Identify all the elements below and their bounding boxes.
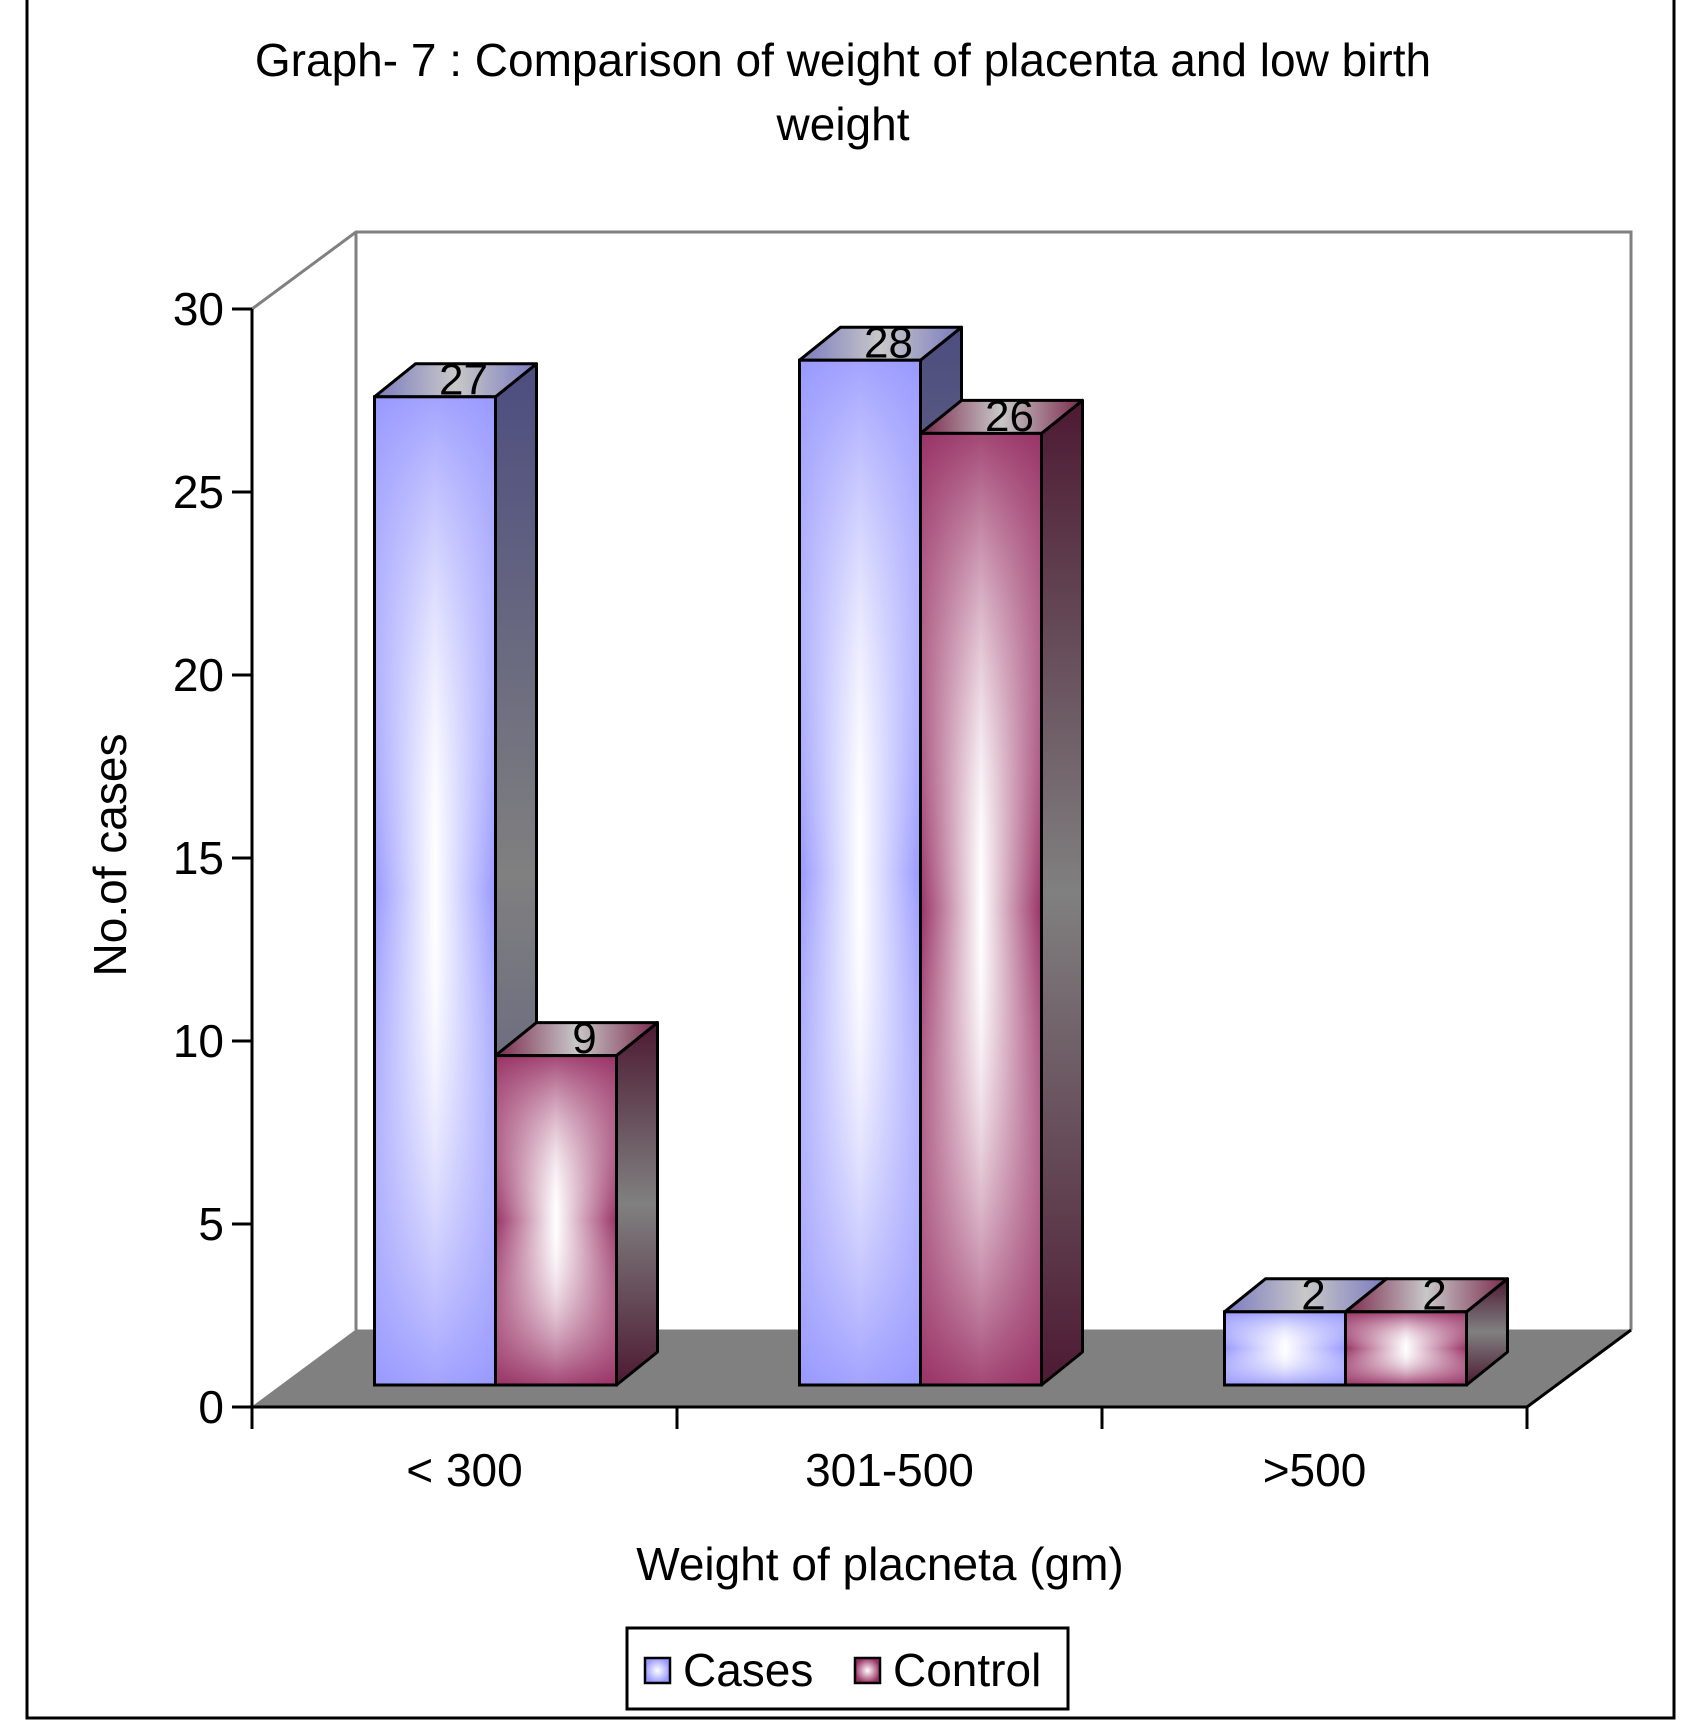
legend-swatch-control	[853, 1656, 882, 1685]
y-tick-label: 25	[173, 466, 224, 518]
bar-control: 26	[919, 392, 1084, 1387]
bar-side-face	[615, 1021, 659, 1387]
bar-control: 9	[494, 1014, 659, 1387]
data-label-control: 2	[1422, 1270, 1446, 1319]
outer-border	[25, 0, 1676, 1720]
bar-front-shade	[798, 358, 922, 1387]
legend-swatch-cases	[643, 1656, 672, 1685]
legend-box	[625, 1626, 1070, 1711]
chart-title-line-2: weight	[776, 98, 910, 150]
data-label-cases: 27	[439, 355, 488, 404]
legend: Cases Control	[625, 1626, 1070, 1711]
bar-side-face	[1040, 398, 1084, 1387]
x-tick-label: < 300	[406, 1444, 522, 1496]
y-tick-label: 10	[173, 1015, 224, 1067]
y-tick-label: 0	[198, 1381, 224, 1433]
bar-front-shade	[373, 395, 497, 1387]
floor-right-edge	[1526, 1328, 1632, 1409]
y-tick-label: 5	[198, 1198, 224, 1250]
chart-title-line-1: Graph- 7 : Comparison of weight of place…	[255, 34, 1431, 86]
back-wall-outline	[251, 230, 1633, 1330]
x-tick-label: 301-500	[805, 1444, 974, 1496]
x-tick-label: >500	[1263, 1444, 1367, 1496]
bar-front-shade	[494, 1054, 618, 1387]
x-axis-title: Weight of placneta (gm)	[636, 1538, 1124, 1590]
bar-cases: 27	[373, 355, 538, 1387]
data-label-cases: 28	[864, 319, 913, 368]
bar-front-shade	[919, 431, 1043, 1387]
data-label-control: 26	[985, 392, 1034, 441]
y-tick-label: 20	[173, 649, 224, 701]
y-tick-label: 30	[173, 283, 224, 335]
bar-front-shade	[1344, 1310, 1468, 1387]
data-label-control: 9	[572, 1014, 596, 1063]
bar-control: 2	[1344, 1270, 1509, 1387]
legend-label-cases: Cases	[683, 1644, 813, 1696]
bar-front-shade	[1223, 1310, 1347, 1387]
data-label-cases: 2	[1301, 1270, 1325, 1319]
plot-area: 0 5 10 15 20 25 30 < 300 301-500 >500 27 9 28 26 2 2	[173, 230, 1633, 1496]
y-tick-label: 15	[173, 832, 224, 884]
legend-label-control: Control	[893, 1644, 1041, 1696]
y-axis-title: No.of cases	[84, 734, 136, 977]
